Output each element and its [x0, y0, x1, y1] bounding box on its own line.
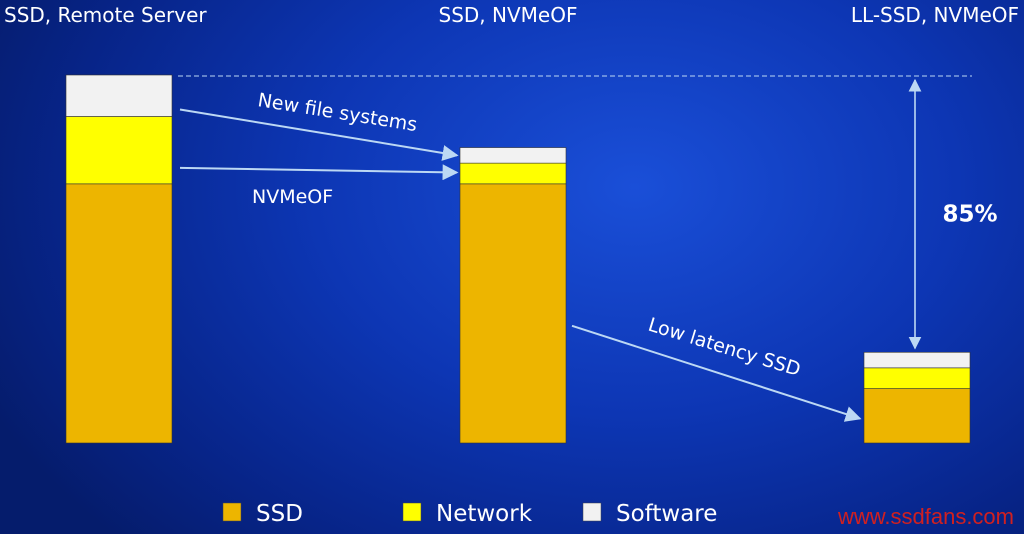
bar-ssd-ssd-remote-server — [65, 183, 173, 444]
annotation-new-file-systems: New file systems — [256, 89, 419, 136]
arrow-new-file-systems — [179, 108, 459, 161]
legend-label-network: Network — [436, 501, 533, 527]
legend-swatch-software — [582, 502, 602, 522]
category-label-ssd-remote-server: SSD, Remote Server — [4, 3, 207, 27]
watermark-text: www.ssdfans.com — [837, 504, 1014, 529]
arrow-low-latency-ssd — [571, 324, 862, 422]
bar-ssd-ssd-nvmeof — [459, 183, 567, 444]
legend-label-ssd: SSD — [256, 501, 303, 527]
bar-ssd-ll-ssd-nvmeof — [863, 388, 971, 444]
bar-network-ssd-nvmeof — [459, 162, 567, 185]
annotation-nvmeof: NVMeOF — [252, 186, 333, 208]
legend-swatch-network — [402, 502, 422, 522]
arrow-nvmeof — [179, 164, 459, 181]
bar-software-ssd-nvmeof — [459, 147, 567, 164]
annotation-low-latency-ssd: Low latency SSD — [646, 314, 804, 381]
bar-network-ssd-remote-server — [65, 116, 173, 185]
bar-software-ll-ssd-nvmeof — [863, 351, 971, 369]
legend-label-software: Software — [616, 501, 717, 527]
category-label-ssd-nvmeof: SSD, NVMeOF — [439, 3, 578, 27]
bars-group — [65, 74, 971, 444]
legend: SSD Network Software — [222, 501, 717, 527]
legend-swatch-ssd — [222, 502, 242, 522]
reduction-percent-label: 85% — [942, 202, 997, 228]
bar-network-ll-ssd-nvmeof — [863, 367, 971, 389]
bar-software-ssd-remote-server — [65, 74, 173, 117]
category-label-ll-ssd-nvmeof: LL-SSD, NVMeOF — [851, 3, 1019, 27]
